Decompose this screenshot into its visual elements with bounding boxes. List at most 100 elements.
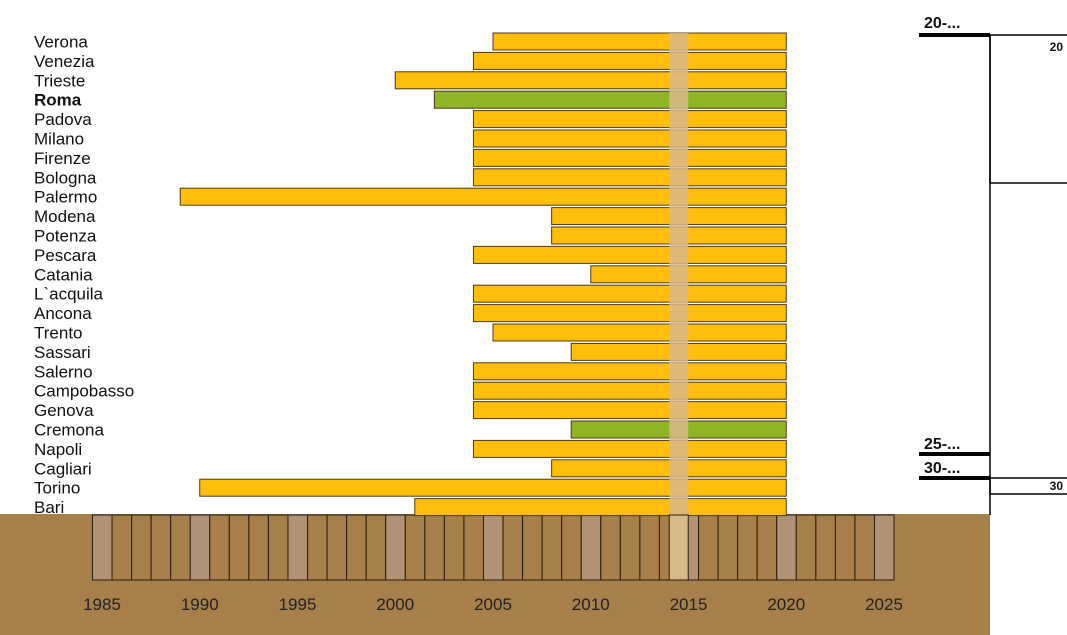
x-tick-label: 2005 [474, 595, 512, 614]
year-block [424, 514, 445, 581]
city-label: Napoli [34, 440, 82, 459]
side-panel: 20-... 25-... 30-... 20 30 [919, 15, 1067, 515]
side-box-top [989, 34, 1067, 184]
bar-trento [492, 323, 787, 342]
bar-ancona [472, 304, 787, 323]
year-block [698, 514, 719, 581]
year-block [346, 514, 367, 581]
city-label: Modena [34, 207, 96, 226]
city-label: Trento [34, 324, 83, 343]
year-block [326, 514, 348, 581]
year-block [717, 514, 739, 581]
bar-trieste [394, 71, 787, 90]
bar-venezia [472, 51, 787, 70]
city-label: Bari [34, 498, 64, 517]
bar-modena [551, 207, 787, 226]
box-label-2: 30 [1050, 479, 1064, 493]
city-label: Palermo [34, 188, 97, 207]
city-label: Padova [34, 110, 92, 129]
year-block [756, 514, 778, 581]
bar-verona [492, 32, 787, 51]
year-block [150, 514, 172, 581]
bar-pescara [472, 245, 787, 264]
year-block [795, 514, 817, 581]
year-block [463, 514, 484, 581]
x-tick-label: 1990 [181, 595, 219, 614]
bar-bari [414, 498, 787, 517]
city-label: Roma [34, 91, 82, 110]
city-label: Cremona [34, 421, 104, 440]
year-block [131, 514, 152, 581]
city-label: Torino [34, 479, 80, 498]
year-block [639, 514, 660, 581]
city-label: Campobasso [34, 382, 134, 401]
box-label-1: 20 [1050, 40, 1064, 54]
city-label: Salerno [34, 362, 93, 381]
year-block [874, 514, 895, 581]
city-label: Ancona [34, 304, 92, 323]
city-label: Pescara [34, 246, 97, 265]
bar-padova [472, 110, 787, 129]
side-label-2: 25-... [924, 436, 960, 453]
year-marker-column [669, 33, 689, 515]
ground-area: 1985 1990 1995 2000 2005 2010 2015 2020 2025 [0, 514, 990, 635]
city-label: Venezia [34, 52, 95, 71]
city-label: L`acquila [34, 285, 104, 304]
year-block [92, 514, 113, 581]
bar-cagliari [551, 459, 787, 478]
city-label: Milano [34, 130, 84, 149]
year-block [580, 514, 602, 581]
year-block [737, 514, 758, 581]
year-block [619, 514, 641, 581]
year-block [541, 514, 563, 581]
year-marker-block [668, 514, 689, 581]
year-block [228, 514, 250, 581]
year-block [443, 514, 465, 581]
city-label: Trieste [34, 71, 85, 90]
year-block [287, 514, 308, 581]
bars-group [179, 32, 787, 517]
bar-genova [472, 401, 787, 420]
city-label: Cagliari [34, 459, 92, 478]
year-block [561, 514, 582, 581]
year-block [248, 514, 269, 581]
x-tick-label: 2025 [865, 595, 903, 614]
year-block [189, 514, 211, 581]
bar-milano [472, 129, 787, 148]
city-label: Sassari [34, 343, 91, 362]
city-labels: VeronaVeneziaTriesteRomaPadovaMilanoFire… [34, 33, 134, 518]
year-block [111, 514, 133, 581]
side-label-1: 20-... [924, 15, 960, 32]
year-block [385, 514, 406, 581]
year-block [776, 514, 797, 581]
year-block [170, 514, 191, 581]
bar-roma [433, 90, 787, 109]
bar-campobasso [472, 381, 787, 400]
year-marker [668, 33, 689, 581]
bar-napoli [472, 439, 787, 458]
year-block [815, 514, 836, 581]
side-box-bottom [989, 477, 1067, 495]
x-tick-label: 1995 [279, 595, 317, 614]
city-label: Potenza [34, 227, 97, 246]
city-label: Verona [34, 33, 88, 52]
bar-salerno [472, 362, 787, 381]
year-block [307, 514, 328, 581]
side-label-3: 30-... [924, 460, 960, 477]
bar-catania [590, 265, 787, 284]
x-tick-label: 2000 [376, 595, 414, 614]
year-block [483, 514, 504, 581]
x-tick-label: 2010 [572, 595, 610, 614]
bar-lacquila [472, 284, 787, 303]
year-block [600, 514, 621, 581]
year-block [854, 514, 875, 581]
year-block [834, 514, 856, 581]
bar-firenze [472, 148, 787, 167]
year-block [209, 514, 230, 581]
year-block [404, 514, 426, 581]
year-block [365, 514, 387, 581]
x-tick-label: 2020 [767, 595, 805, 614]
bar-bologna [472, 168, 787, 187]
year-block [502, 514, 524, 581]
bar-torino [199, 478, 787, 497]
